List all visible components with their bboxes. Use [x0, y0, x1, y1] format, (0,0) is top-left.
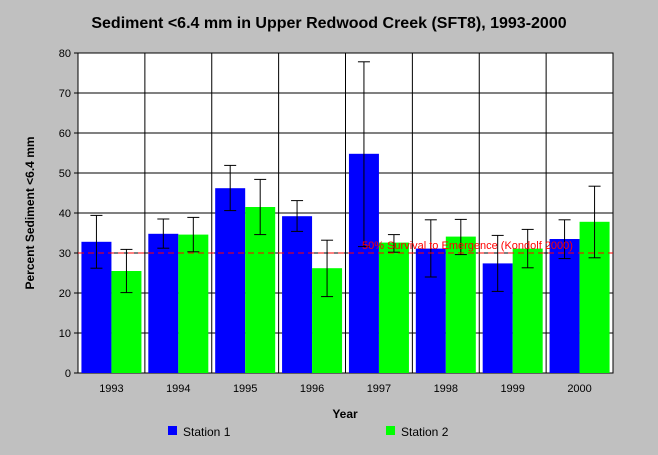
error-bar — [387, 234, 400, 253]
error-bar — [588, 185, 601, 259]
bar-station-1-1994 — [148, 233, 179, 373]
x-tick-label: 1997 — [367, 383, 391, 395]
legend-label-station-1: Station 1 — [183, 425, 231, 439]
error-bar — [120, 248, 133, 294]
legend-swatch-station-1 — [168, 426, 177, 435]
y-tick-label: 70 — [59, 88, 71, 100]
error-bar — [454, 218, 467, 256]
y-tick-label: 60 — [59, 128, 71, 140]
error-bar — [90, 214, 103, 269]
x-tick-label: 1998 — [434, 383, 458, 395]
error-bar — [424, 219, 437, 278]
error-bar — [224, 164, 237, 212]
error-bar — [521, 228, 534, 269]
error-bar — [187, 216, 200, 253]
error-bar — [357, 61, 370, 248]
bar-station-1-1996 — [282, 216, 313, 373]
legend-label-station-2: Station 2 — [401, 425, 449, 439]
error-bar — [321, 239, 334, 298]
bars — [81, 153, 610, 373]
x-tick-label: 1996 — [300, 383, 324, 395]
x-tick-label: 1994 — [166, 383, 190, 395]
reference-line-label: 50% Survival to Emergence (Kondolf 2000) — [362, 240, 573, 252]
legend-swatch-station-2 — [386, 426, 395, 435]
y-axis: 0 10 20 30 40 50 60 70 80 — [59, 48, 78, 380]
error-bar — [254, 178, 267, 236]
y-tick-label: 10 — [59, 328, 71, 340]
bar-station-2-1998 — [445, 236, 476, 373]
error-bar — [157, 218, 170, 249]
y-tick-label: 40 — [59, 208, 71, 220]
x-axis: 1993 1994 1995 1996 1997 1998 1999 2000 — [99, 383, 592, 395]
y-axis-label: Percent Sediment <6.4 mm — [23, 136, 37, 289]
error-bar — [291, 200, 304, 232]
bar-station-2-1999 — [512, 248, 543, 373]
x-tick-label: 1999 — [500, 383, 524, 395]
y-tick-label: 80 — [59, 48, 71, 60]
x-axis-label: Year — [332, 407, 358, 421]
chart-title: Sediment <6.4 mm in Upper Redwood Creek … — [91, 15, 566, 32]
bar-station-1-2000 — [549, 239, 580, 373]
bar-station-2-1994 — [178, 234, 209, 373]
y-tick-label: 0 — [65, 368, 71, 380]
y-tick-label: 20 — [59, 288, 71, 300]
y-tick-label: 30 — [59, 248, 71, 260]
bar-station-2-1997 — [378, 242, 409, 373]
error-bar — [558, 219, 571, 260]
error-bars — [90, 61, 601, 298]
x-tick-label: 1993 — [99, 383, 123, 395]
x-tick-label: 1995 — [233, 383, 257, 395]
bar-station-1-1995 — [215, 188, 246, 373]
x-tick-label: 2000 — [567, 383, 591, 395]
error-bar — [491, 234, 504, 292]
y-tick-label: 50 — [59, 168, 71, 180]
